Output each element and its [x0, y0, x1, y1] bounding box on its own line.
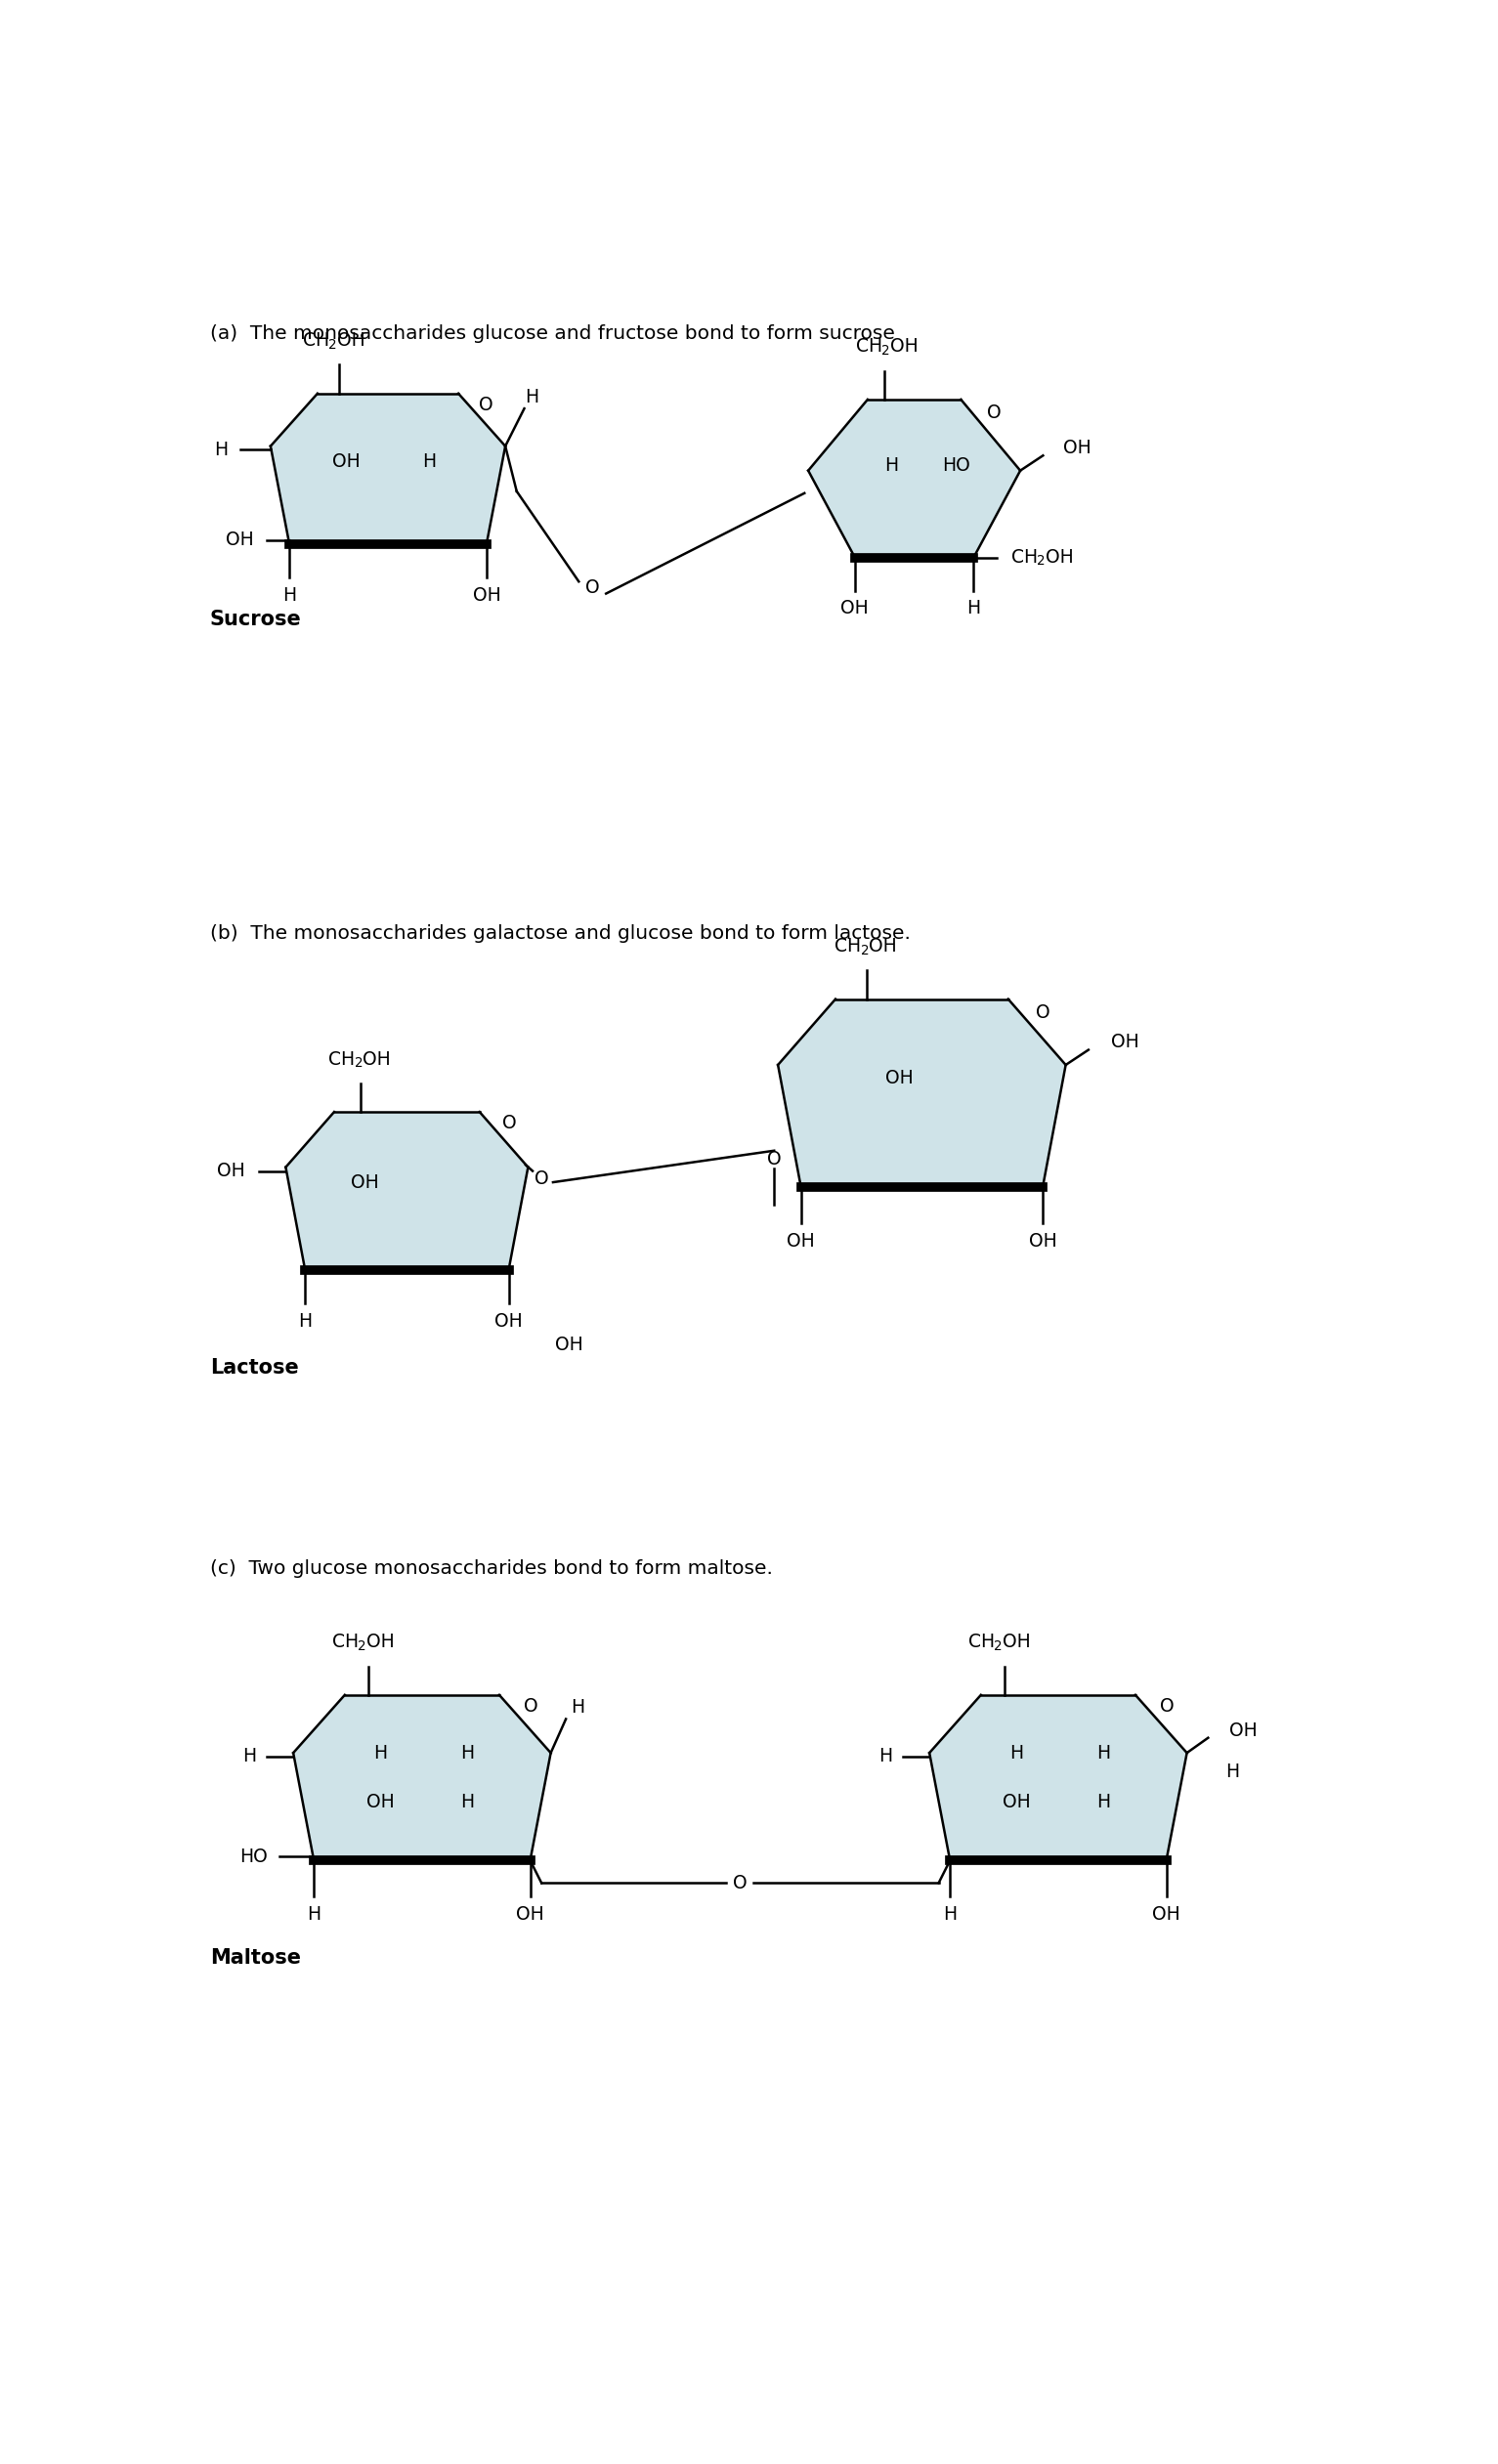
Text: OH: OH: [1230, 1720, 1258, 1740]
Text: Lactose: Lactose: [210, 1358, 298, 1377]
Text: H: H: [1010, 1745, 1023, 1762]
Text: H: H: [422, 451, 436, 471]
Text: Maltose: Maltose: [210, 1949, 301, 1969]
Text: OH: OH: [1064, 439, 1091, 458]
Text: O: O: [1159, 1698, 1174, 1715]
Text: 2: 2: [1037, 554, 1046, 569]
Text: OH: OH: [363, 1050, 391, 1069]
Text: OH: OH: [869, 936, 897, 956]
Text: Sucrose: Sucrose: [210, 609, 301, 628]
Text: OH: OH: [472, 586, 500, 604]
Text: H: H: [1225, 1762, 1239, 1781]
Polygon shape: [929, 1695, 1186, 1860]
Text: (c)  Two glucose monosaccharides bond to form maltose.: (c) Two glucose monosaccharides bond to …: [210, 1560, 773, 1577]
Text: 2: 2: [860, 944, 869, 956]
Polygon shape: [286, 1111, 527, 1269]
Text: OH: OH: [1002, 1794, 1031, 1811]
Text: OH: OH: [1046, 547, 1074, 567]
Text: 2: 2: [358, 1639, 367, 1653]
Text: H: H: [460, 1794, 475, 1811]
Text: CH: CH: [834, 936, 861, 956]
Text: HO: HO: [942, 456, 971, 476]
Text: OH: OH: [217, 1161, 246, 1180]
Text: O: O: [767, 1151, 782, 1168]
Text: OH: OH: [556, 1335, 583, 1355]
Text: H: H: [524, 387, 539, 407]
Text: H: H: [460, 1745, 475, 1762]
Text: H: H: [298, 1311, 312, 1331]
Text: 2: 2: [995, 1639, 1002, 1653]
Text: O: O: [503, 1114, 517, 1133]
Polygon shape: [294, 1695, 551, 1860]
Text: 2: 2: [355, 1057, 363, 1069]
Text: H: H: [1097, 1745, 1110, 1762]
Text: HO: HO: [240, 1848, 267, 1865]
Text: OH: OH: [1110, 1032, 1138, 1052]
Text: O: O: [586, 579, 599, 596]
Text: H: H: [1097, 1794, 1110, 1811]
Text: OH: OH: [890, 338, 918, 357]
Text: OH: OH: [494, 1311, 523, 1331]
Text: (b)  The monosaccharides galactose and glucose bond to form lactose.: (b) The monosaccharides galactose and gl…: [210, 924, 911, 941]
Text: OH: OH: [333, 451, 361, 471]
Text: OH: OH: [840, 599, 869, 618]
Polygon shape: [809, 399, 1020, 557]
Text: CH: CH: [1011, 547, 1038, 567]
Text: H: H: [283, 586, 297, 604]
Text: OH: OH: [1029, 1232, 1056, 1252]
Text: H: H: [966, 599, 981, 618]
Text: O: O: [1035, 1003, 1050, 1023]
Polygon shape: [777, 998, 1065, 1188]
Text: (a)  The monosaccharides glucose and fructose bond to form sucrose: (a) The monosaccharides glucose and fruc…: [210, 325, 894, 342]
Text: CH: CH: [333, 1634, 358, 1651]
Text: CH: CH: [328, 1050, 355, 1069]
Polygon shape: [271, 394, 505, 545]
Text: OH: OH: [786, 1232, 815, 1252]
Text: 2: 2: [328, 338, 337, 352]
Text: OH: OH: [517, 1905, 544, 1924]
Text: O: O: [478, 397, 493, 414]
Text: OH: OH: [367, 1634, 394, 1651]
Text: H: H: [944, 1905, 957, 1924]
Text: H: H: [214, 441, 228, 458]
Text: O: O: [987, 404, 1002, 421]
Text: CH: CH: [968, 1634, 995, 1651]
Text: OH: OH: [1152, 1905, 1180, 1924]
Text: H: H: [879, 1747, 893, 1767]
Text: O: O: [535, 1170, 548, 1188]
Text: O: O: [733, 1873, 748, 1892]
Text: H: H: [243, 1747, 256, 1767]
Text: H: H: [885, 456, 899, 476]
Text: OH: OH: [226, 530, 255, 549]
Text: OH: OH: [351, 1173, 379, 1193]
Text: OH: OH: [885, 1069, 914, 1087]
Text: H: H: [571, 1698, 584, 1717]
Text: CH: CH: [303, 333, 330, 350]
Text: CH: CH: [855, 338, 882, 357]
Text: 2: 2: [882, 345, 890, 357]
Text: H: H: [373, 1745, 388, 1762]
Text: OH: OH: [367, 1794, 394, 1811]
Text: OH: OH: [1002, 1634, 1031, 1651]
Text: O: O: [524, 1698, 538, 1715]
Text: H: H: [307, 1905, 321, 1924]
Text: OH: OH: [337, 333, 366, 350]
